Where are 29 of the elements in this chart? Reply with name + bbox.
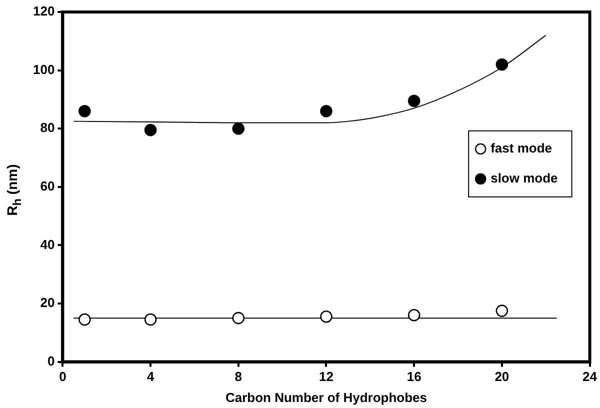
y-tick-label: 120	[32, 4, 55, 19]
x-tick-label: 4	[146, 369, 155, 384]
legend-label: slow mode	[490, 170, 558, 186]
y-tick-label: 40	[40, 236, 55, 252]
x-tick-label: 0	[59, 369, 66, 384]
x-tick-label: 20	[494, 369, 510, 384]
y-tick-label: 80	[40, 120, 55, 136]
legend-label: fast mode	[490, 140, 552, 156]
x-axis-title: Carbon Number of Hydrophobes	[225, 390, 427, 405]
y-tick-label: 0	[47, 353, 55, 368]
x-tick-label: 12	[318, 369, 334, 384]
point	[232, 312, 245, 324]
point	[408, 309, 420, 322]
point	[144, 124, 157, 136]
y-tick-label: 100	[32, 62, 55, 77]
x-tick-label: 8	[234, 369, 242, 384]
point	[408, 94, 420, 108]
y-tick-label: 20	[40, 295, 55, 310]
point	[144, 313, 157, 326]
x-tick-label: 16	[406, 369, 422, 384]
x-tick-label: 24	[582, 369, 598, 384]
point	[320, 310, 332, 323]
point	[78, 313, 91, 326]
point	[496, 304, 508, 317]
point	[320, 104, 332, 118]
point	[78, 104, 91, 118]
y-tick-label: 60	[40, 178, 55, 194]
point	[496, 58, 508, 71]
point	[232, 122, 245, 135]
